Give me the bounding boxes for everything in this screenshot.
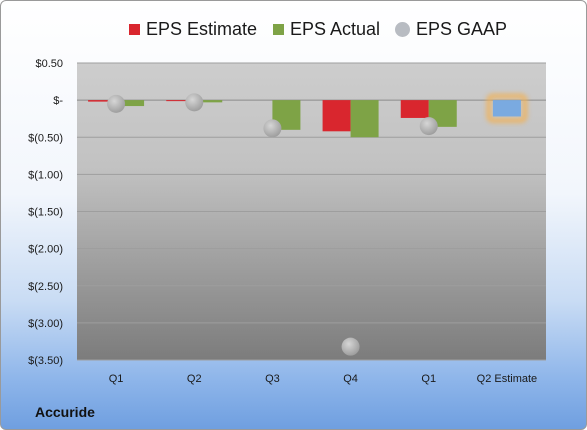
legend-label-eps-gaap: EPS GAAP — [416, 18, 508, 39]
bar-eps-actual — [194, 100, 223, 103]
bar-eps-estimate — [88, 100, 117, 102]
y-tick-label: $(2.00) — [28, 244, 63, 256]
dot-eps-gaap — [263, 119, 282, 138]
legend-label-eps-actual: EPS Actual — [290, 18, 381, 39]
dot-eps-gaap — [107, 94, 126, 113]
bar-eps-estimate — [400, 100, 429, 118]
y-tick-label: $(3.00) — [28, 318, 63, 330]
legend-swatch-eps-gaap — [395, 21, 410, 37]
bar-eps-actual — [116, 100, 145, 107]
data-marks — [88, 93, 528, 356]
dot-eps-gaap — [419, 117, 438, 136]
x-tick-label: Q1 — [421, 373, 436, 385]
y-axis-labels: $0.50 $- $(0.50) $(1.00) $(1.50) $(2.00) $(2.5… — [28, 58, 63, 367]
company-name: Accuride — [35, 404, 95, 420]
legend-swatch-eps-actual — [273, 23, 284, 35]
bar-q2-estimate — [492, 100, 521, 117]
legend-item-eps-gaap: EPS GAAP — [395, 17, 507, 41]
legend-item-eps-estimate: EPS Estimate — [129, 17, 257, 41]
y-tick-label: $(0.50) — [28, 132, 63, 144]
x-axis-labels: Q1 Q2 Q3 Q4 Q1 Q2 Estimate — [109, 373, 537, 385]
x-tick-label: Q2 — [187, 373, 202, 385]
bar-highlight-glow — [486, 93, 528, 123]
x-tick-label: Q1 — [109, 373, 124, 385]
legend-item-eps-actual: EPS Actual — [273, 17, 380, 41]
x-tick-label: Q3 — [265, 373, 280, 385]
dot-eps-gaap — [185, 93, 204, 112]
bar-eps-actual — [350, 100, 379, 138]
legend-label-eps-estimate: EPS Estimate — [146, 18, 258, 39]
bar-eps-estimate — [166, 100, 195, 102]
x-tick-label: Q2 Estimate — [477, 373, 538, 385]
dot-eps-gaap — [341, 337, 360, 356]
gridlines — [77, 62, 546, 361]
legend: EPS Estimate EPS Actual EPS GAAP — [1, 17, 586, 41]
bar-eps-estimate — [322, 100, 351, 132]
x-tick-label: Q4 — [343, 373, 358, 385]
legend-swatch-eps-estimate — [129, 23, 140, 35]
y-tick-label: $(2.50) — [28, 281, 63, 293]
y-tick-label: $(1.50) — [28, 207, 63, 219]
y-tick-label: $(1.00) — [28, 169, 63, 181]
y-tick-label: $0.50 — [35, 58, 63, 70]
y-tick-label: $- — [53, 95, 63, 107]
y-tick-label: $(3.50) — [28, 355, 63, 367]
